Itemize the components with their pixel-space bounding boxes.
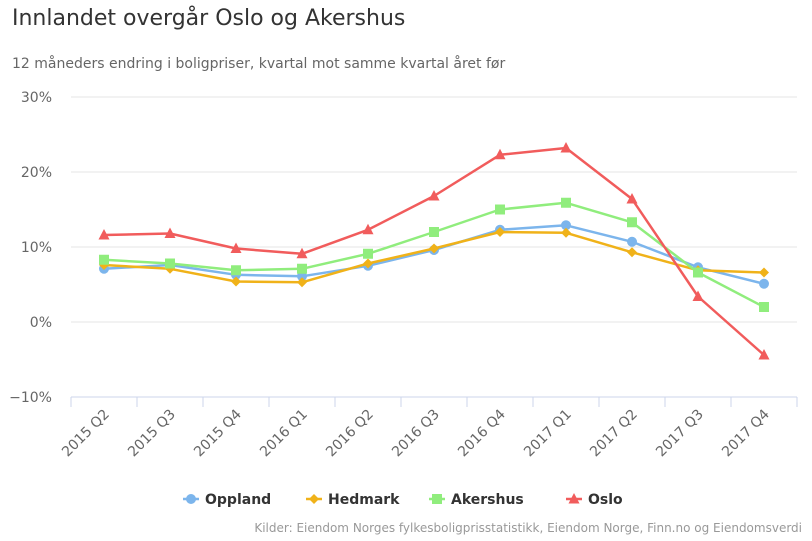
data-point-oslo[interactable] bbox=[626, 193, 638, 204]
data-point-hedmark[interactable] bbox=[759, 267, 769, 278]
series-line-hedmark bbox=[102, 230, 766, 284]
data-point-akershus[interactable] bbox=[693, 267, 703, 278]
data-point-akershus[interactable] bbox=[165, 258, 175, 269]
x-tick-label: 2015 Q4 bbox=[191, 406, 245, 460]
chart-title: Innlandet overgår Oslo og Akershus bbox=[12, 6, 406, 31]
data-point-oslo[interactable] bbox=[494, 148, 506, 160]
chart-credits[interactable]: Kilder: Eiendom Norges fylkesboligprisst… bbox=[254, 521, 802, 535]
data-point-akershus[interactable] bbox=[297, 263, 307, 274]
data-point-akershus[interactable] bbox=[231, 265, 241, 276]
data-point-akershus[interactable] bbox=[495, 204, 505, 215]
chart-subtitle: 12 måneders endring i boligpriser, kvart… bbox=[12, 56, 506, 72]
legend-symbol-akershus[interactable] bbox=[432, 494, 442, 504]
data-point-oslo[interactable] bbox=[98, 229, 110, 240]
data-point-oppland[interactable] bbox=[561, 220, 571, 231]
legend-item-akershus[interactable]: Akershus bbox=[429, 492, 524, 508]
data-point-akershus[interactable] bbox=[627, 217, 637, 228]
data-point-akershus[interactable] bbox=[429, 227, 439, 237]
x-tick-label: 2016 Q3 bbox=[389, 407, 443, 461]
x-tick-label: 2017 Q1 bbox=[521, 407, 575, 461]
legend-label: Oslo bbox=[588, 492, 623, 508]
legend[interactable]: Oppland Hedmark Akershus Oslo bbox=[183, 492, 623, 508]
y-tick-label: 30% bbox=[21, 90, 52, 106]
x-tick-label: 2015 Q2 bbox=[59, 407, 113, 461]
x-tick-label: 2016 Q4 bbox=[455, 406, 509, 460]
data-point-oslo[interactable] bbox=[362, 223, 374, 235]
data-point-hedmark[interactable] bbox=[495, 227, 505, 237]
series-oslo bbox=[98, 142, 770, 360]
legend-item-hedmark[interactable]: Hedmark bbox=[306, 492, 400, 508]
data-point-oslo[interactable] bbox=[560, 142, 572, 153]
x-tick-label: 2017 Q2 bbox=[587, 407, 641, 461]
y-tick-label: 20% bbox=[21, 165, 52, 181]
data-point-akershus[interactable] bbox=[759, 302, 769, 312]
data-point-hedmark[interactable] bbox=[561, 227, 571, 238]
series-akershus bbox=[99, 197, 769, 312]
data-point-hedmark[interactable] bbox=[627, 247, 637, 258]
legend-label: Akershus bbox=[451, 492, 524, 508]
legend-symbol-hedmark[interactable] bbox=[309, 494, 319, 504]
data-point-oslo[interactable] bbox=[230, 242, 242, 254]
x-tick-label: 2015 Q3 bbox=[125, 407, 179, 461]
legend-item-oppland[interactable]: Oppland bbox=[183, 492, 271, 508]
data-point-akershus[interactable] bbox=[363, 248, 373, 259]
y-tick-label: 0% bbox=[30, 315, 52, 331]
data-point-hedmark[interactable] bbox=[429, 243, 439, 254]
data-point-hedmark[interactable] bbox=[297, 277, 307, 288]
data-point-akershus[interactable] bbox=[99, 254, 109, 265]
data-point-oslo[interactable] bbox=[428, 190, 440, 201]
series bbox=[98, 142, 770, 360]
data-point-hedmark[interactable] bbox=[231, 276, 241, 287]
legend-item-oslo[interactable]: Oslo bbox=[566, 492, 623, 508]
x-tick-label: 2017 Q4 bbox=[719, 406, 773, 460]
data-point-akershus[interactable] bbox=[561, 197, 571, 208]
x-tick-label: 2016 Q1 bbox=[257, 407, 311, 461]
legend-label: Oppland bbox=[205, 492, 271, 508]
data-point-oslo[interactable] bbox=[164, 227, 176, 239]
axes: −10%0%10%20%30%2015 Q2 2015 Q3 2015 Q4 2016… bbox=[9, 90, 798, 461]
legend-label: Hedmark bbox=[328, 492, 400, 508]
data-point-oslo[interactable] bbox=[758, 349, 770, 360]
x-tick-label: 2016 Q2 bbox=[323, 407, 377, 461]
data-point-oppland[interactable] bbox=[627, 236, 637, 247]
data-point-hedmark[interactable] bbox=[363, 258, 373, 269]
x-tick-label: 2017 Q3 bbox=[653, 407, 707, 461]
data-point-oslo[interactable] bbox=[692, 290, 704, 302]
data-point-oslo[interactable] bbox=[296, 247, 308, 259]
data-point-oppland[interactable] bbox=[759, 278, 769, 289]
y-tick-label: 10% bbox=[21, 240, 52, 256]
legend-symbol-oslo[interactable] bbox=[568, 493, 580, 504]
legend-symbol-oppland[interactable] bbox=[186, 494, 196, 504]
y-tick-label: −10% bbox=[9, 390, 52, 406]
